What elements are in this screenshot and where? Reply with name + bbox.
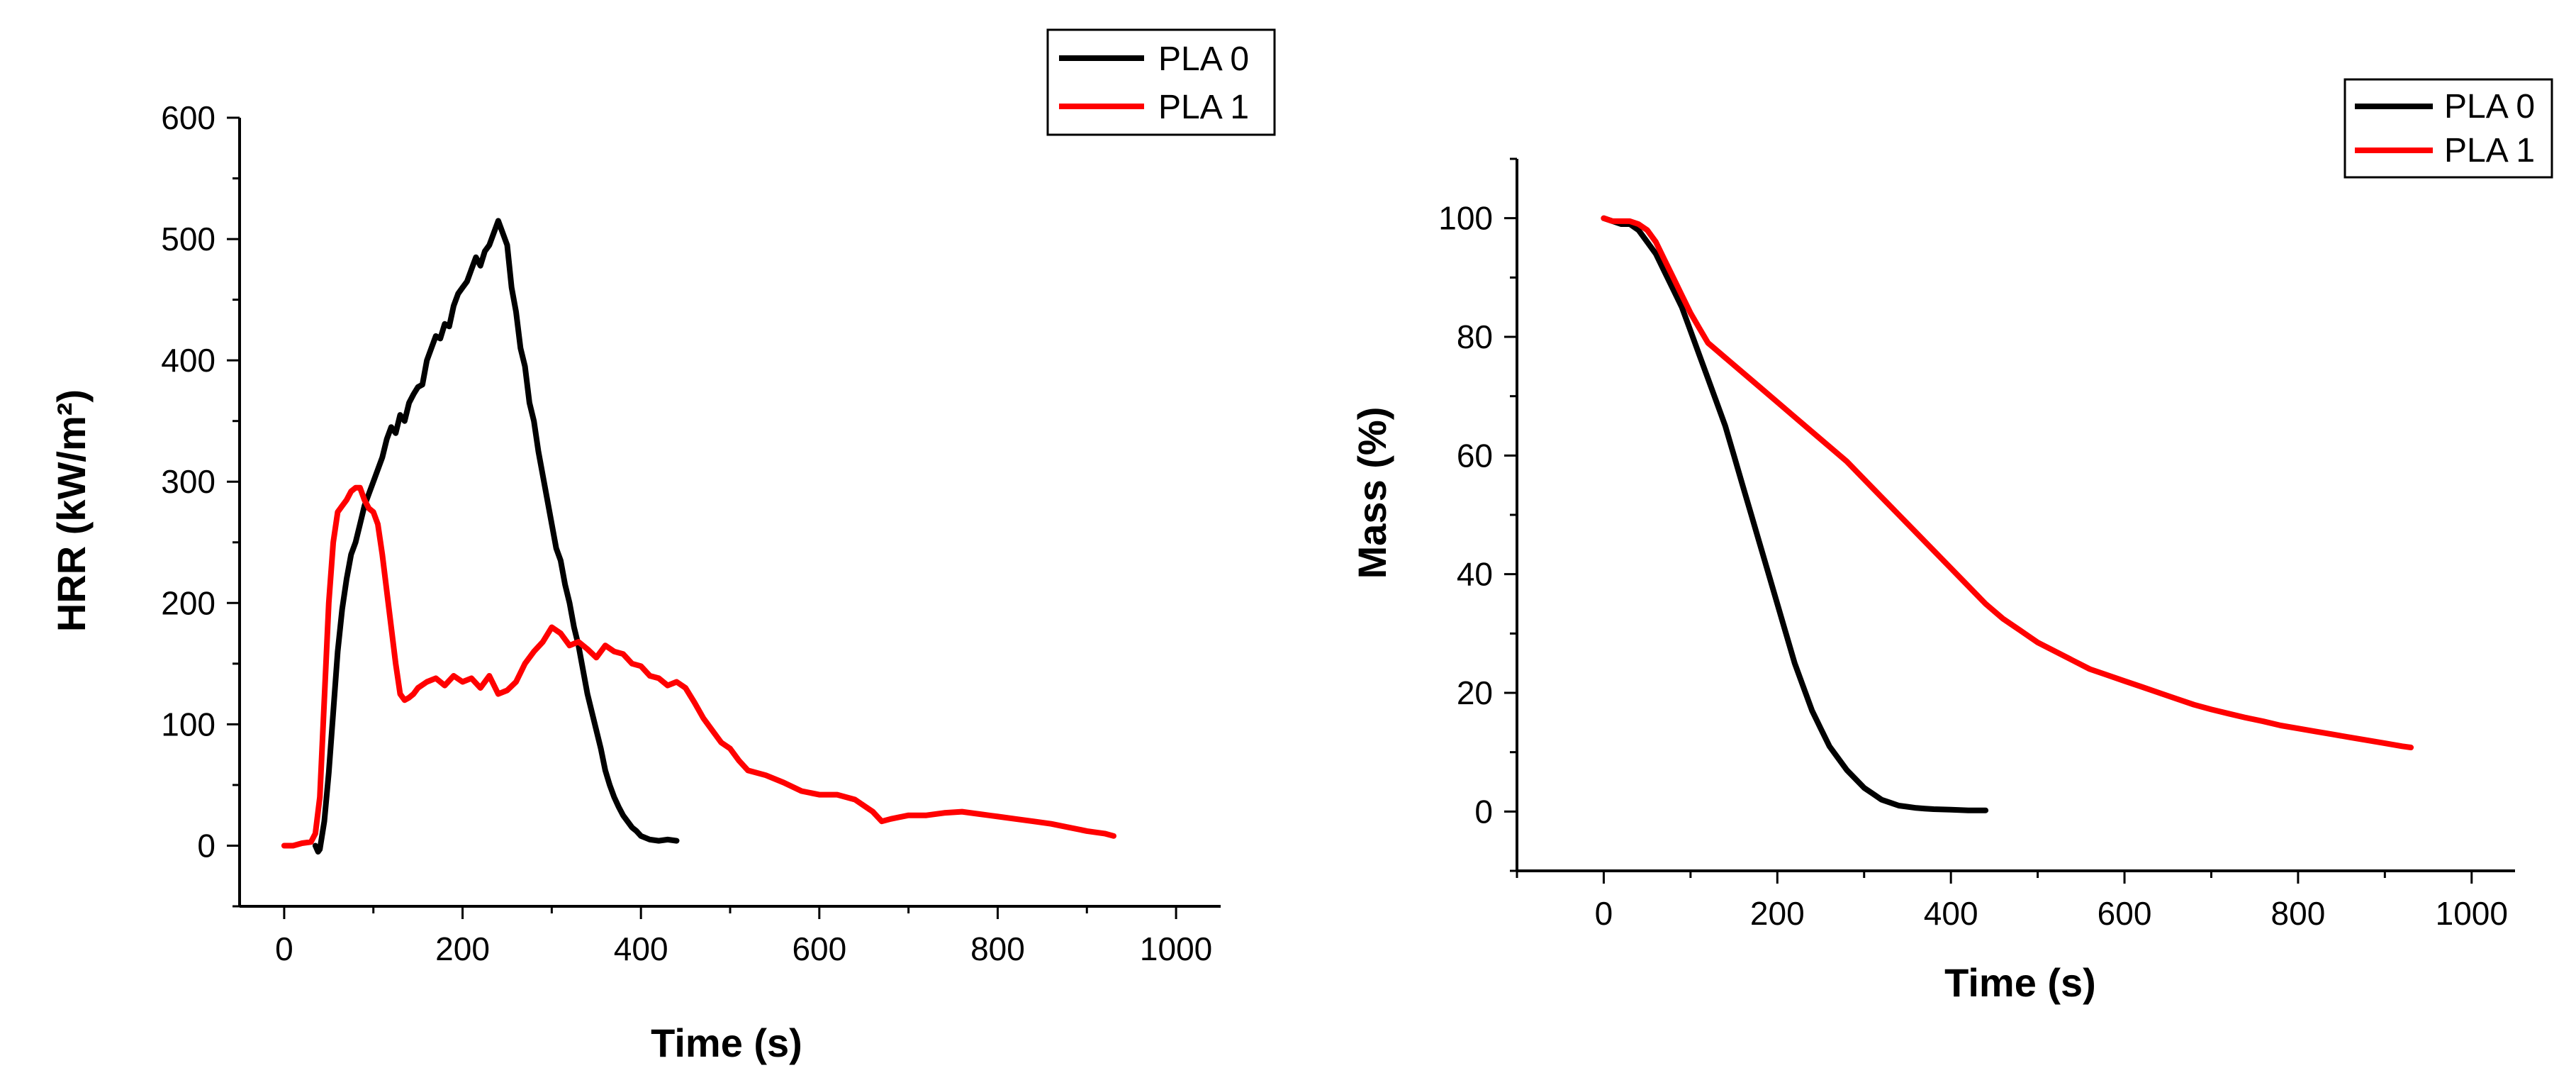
mass-x-axis-title: Time (s) (1944, 960, 2096, 1005)
hrr-legend-label-pla0: PLA 0 (1158, 40, 1249, 78)
mass-series-layer (1601, 215, 2414, 813)
hrr-x-ticks: 0 200 400 600 800 1000 (275, 906, 1212, 967)
hrr-x-tick-label: 600 (792, 930, 846, 967)
mass-x-tick-label: 0 (1595, 895, 1613, 932)
hrr-legend-label-pla1: PLA 1 (1158, 89, 1249, 126)
hrr-y-ticks: 0 100 200 300 400 500 600 (161, 99, 240, 908)
mass-x-tick-label: 1000 (2436, 895, 2508, 932)
hrr-x-tick-label: 200 (435, 930, 490, 967)
hrr-y-tick-label: 200 (161, 584, 215, 621)
hrr-legend: PLA 0 PLA 1 (1046, 28, 1276, 136)
hrr-y-tick-label: 0 (197, 827, 215, 864)
mass-y-tick-label: 60 (1457, 437, 1493, 474)
hrr-y-tick-label: 600 (161, 99, 215, 136)
mass-legend-label-pla0: PLA 0 (2444, 88, 2535, 126)
mass-legend-label-pla1: PLA 1 (2444, 132, 2535, 169)
mass-y-tick-label: 80 (1457, 318, 1493, 355)
mass-x-ticks: 0 200 400 600 800 1000 (1516, 871, 2508, 932)
mass-x-tick-label: 200 (1750, 895, 1805, 932)
hrr-y-tick-label: 400 (161, 342, 215, 379)
mass-x-tick-label: 800 (2271, 895, 2326, 932)
hrr-series-pla1-line (281, 484, 1116, 849)
mass-y-tick-label: 0 (1474, 793, 1493, 830)
hrr-series-layer (281, 218, 1116, 855)
hrr-x-tick-label: 400 (614, 930, 668, 967)
hrr-y-tick-label: 300 (161, 463, 215, 500)
mass-x-tick-label: 600 (2098, 895, 2152, 932)
hrr-x-tick-label: 0 (275, 930, 293, 967)
hrr-x-tick-label: 1000 (1140, 930, 1212, 967)
hrr-y-tick-label: 100 (161, 706, 215, 742)
mass-legend-box (2343, 78, 2553, 179)
mass-x-tick-label: 400 (1924, 895, 1978, 932)
hrr-chart: 0 200 400 600 800 1000 0 100 200 300 400 500 600 Ti… (49, 28, 1276, 1065)
hrr-x-tick-label: 800 (970, 930, 1025, 967)
hrr-legend-box (1046, 28, 1276, 136)
mass-y-tick-label: 20 (1457, 674, 1493, 711)
mass-legend: PLA 0 PLA 1 (2343, 78, 2553, 179)
hrr-x-axis-title: Time (s) (651, 1020, 802, 1065)
mass-y-tick-label: 40 (1457, 556, 1493, 593)
mass-series-pla1-line (1601, 215, 2414, 750)
mass-y-ticks: 0 20 40 60 80 100 (1438, 157, 1517, 872)
mass-y-axis-title: Mass (%) (1350, 407, 1394, 579)
hrr-y-tick-label: 500 (161, 221, 215, 257)
mass-series-pla0-line (1601, 215, 1989, 813)
mass-y-tick-label: 100 (1438, 200, 1493, 237)
hrr-series-pla0-line (312, 218, 680, 855)
hrr-y-axis-title: HRR (kW/m²) (49, 389, 94, 632)
